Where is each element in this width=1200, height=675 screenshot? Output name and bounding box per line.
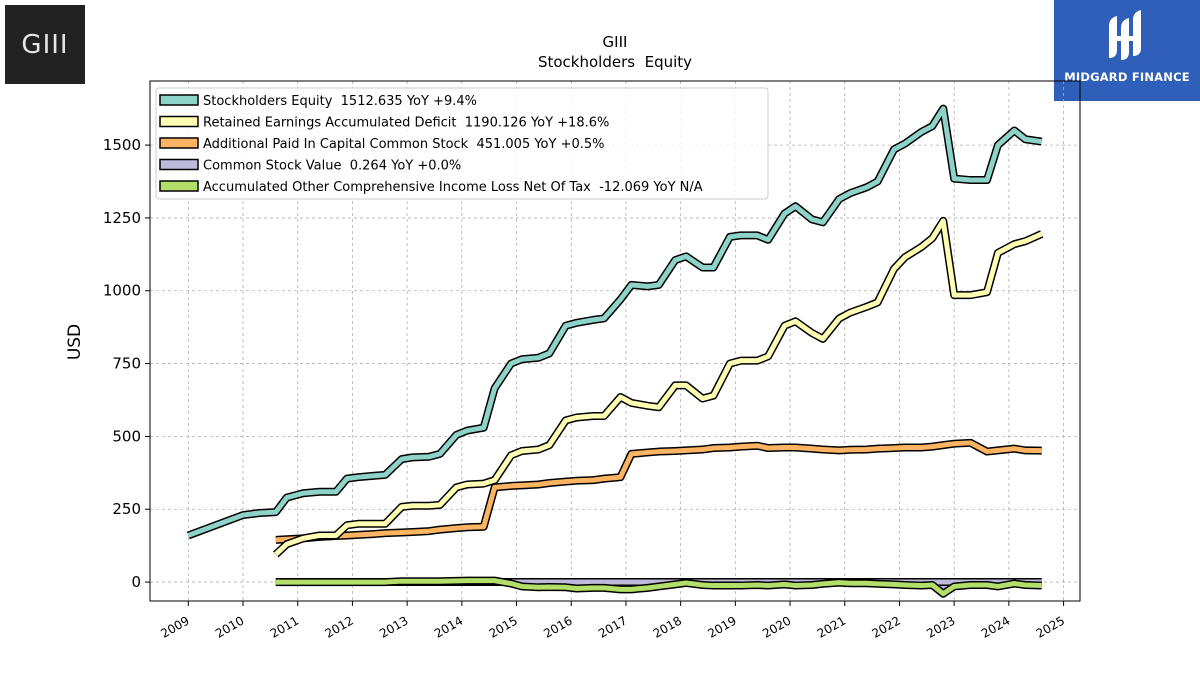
- legend-label: Accumulated Other Comprehensive Income L…: [203, 180, 703, 195]
- plot-frame: [149, 80, 1081, 602]
- x-tick-label: 2010: [213, 613, 246, 640]
- x-tick-label: 2009: [158, 613, 191, 640]
- x-tick-label: 2012: [322, 613, 355, 640]
- chart-subtitle: Stockholders Equity: [538, 53, 692, 71]
- company-logo-text: GIII: [21, 29, 69, 60]
- y-tick-label: 1250: [103, 209, 141, 227]
- legend-swatch: [159, 115, 199, 128]
- x-tick-label: 2020: [760, 613, 793, 640]
- x-tick-label: 2013: [377, 613, 410, 640]
- x-tick-label: 2017: [596, 613, 629, 640]
- x-tick-label: 2021: [815, 613, 848, 640]
- x-tick-label: 2014: [432, 613, 465, 640]
- x-tick-label: 2025: [1034, 613, 1067, 640]
- axis-ticks: 2009 2010 2011 2012 2013 2014 2015 2016 2017 2018…: [103, 136, 1067, 641]
- series-line-outline: [273, 216, 1044, 558]
- midgard-mark-icon: [1109, 10, 1141, 60]
- chart-title: GIII: [603, 33, 628, 51]
- x-tick-label: 2022: [870, 613, 903, 640]
- y-tick-label: 250: [112, 500, 141, 518]
- y-tick-label: 750: [112, 355, 141, 373]
- x-tick-label: 2019: [705, 613, 738, 640]
- series-line: [187, 106, 1043, 538]
- y-tick-label: 1500: [103, 136, 141, 154]
- company-logo: GIII: [5, 5, 85, 84]
- legend-label: Common Stock Value 0.264 YoY +0.0%: [203, 159, 461, 174]
- x-tick-label: 2011: [268, 613, 301, 640]
- y-axis-label: USD: [65, 324, 85, 360]
- legend-swatch: [159, 137, 199, 149]
- legend-swatch: [159, 94, 199, 106]
- x-tick-label: 2023: [924, 613, 957, 640]
- legend: Stockholders Equity 1512.635 YoY +9.4% Re…: [155, 87, 769, 200]
- legend-label: Stockholders Equity 1512.635 YoY +9.4%: [203, 94, 477, 109]
- series-line: [274, 218, 1043, 557]
- midgard-finance-wordmark: MIDGARD FINANCE: [1064, 70, 1190, 84]
- legend-swatch: [159, 158, 199, 171]
- series-layer: [186, 104, 1044, 598]
- y-tick-label: 0: [131, 573, 141, 591]
- legend-label: Additional Paid In Capital Common Stock …: [203, 137, 605, 152]
- series-line-outline: [275, 438, 1042, 544]
- legend-box: [155, 87, 769, 200]
- legend-swatch: [159, 180, 199, 192]
- y-tick-label: 500: [112, 427, 141, 445]
- x-tick-label: 2024: [979, 613, 1012, 640]
- y-tick-label: 1000: [103, 282, 141, 300]
- midgard-finance-logo: MIDGARD FINANCE: [1054, 0, 1200, 101]
- legend-label: Retained Earnings Accumulated Deficit 11…: [203, 116, 609, 131]
- x-tick-label: 2015: [487, 613, 520, 640]
- x-tick-label: 2016: [541, 613, 574, 640]
- series-line: [275, 440, 1042, 543]
- x-tick-label: 2018: [651, 613, 684, 640]
